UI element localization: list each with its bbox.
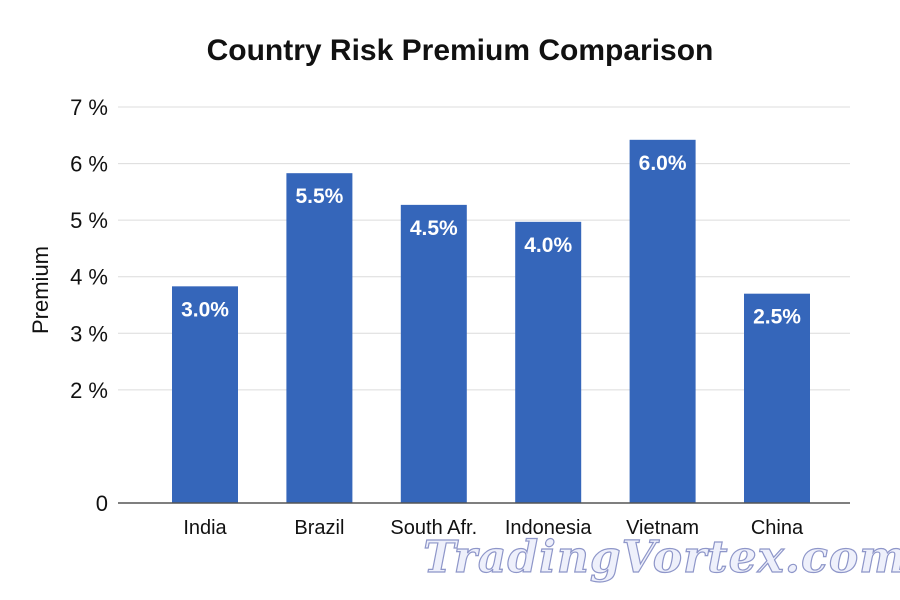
bar [515,221,582,503]
bar [400,204,467,503]
data-label: 2.5% [753,306,801,329]
data-label: 5.5% [295,185,343,208]
chart-title: Country Risk Premium Comparison [207,34,714,67]
data-label: 4.5% [410,217,458,240]
y-tick-label: 6 % [70,152,108,177]
y-axis-label: Premium [28,246,53,334]
y-tick-label: 2 % [70,378,108,403]
y-tick-label: 7 % [70,95,108,120]
bar [286,173,353,503]
bar [172,286,238,503]
gridlines [118,106,850,391]
bar [744,293,810,503]
data-label: 6.0% [639,152,687,175]
x-tick-label: Indonesia [505,517,593,539]
x-tick-label: China [751,517,804,539]
y-axis-ticks: 0 2 % 3 % 4 % 5 % 6 % 7 % [70,95,108,516]
y-tick-label: 3 % [70,321,108,346]
data-label: 4.0% [524,234,572,257]
x-tick-label: Brazil [294,517,344,539]
y-tick-label: 4 % [70,265,108,290]
bars: 3.0% 5.5% 4.5% 4.0% 6.0% 2.5% [172,139,810,503]
bar [629,139,696,503]
x-tick-label: Vietnam [626,517,699,539]
y-tick-label: 0 [96,491,108,516]
x-tick-label: India [183,517,227,539]
watermark-text: TradingVortex.com [423,532,900,583]
y-tick-label: 5 % [70,208,108,233]
data-label: 3.0% [181,298,229,321]
x-axis-ticks: India Brazil South Afr. Indonesia Vietnam Chi… [183,517,804,539]
x-tick-label: South Afr. [390,517,477,539]
